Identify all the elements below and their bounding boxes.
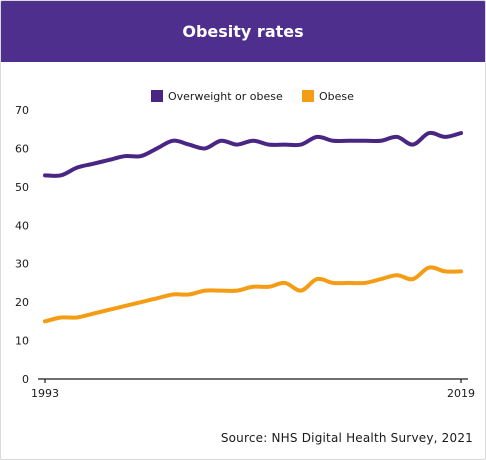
legend: Overweight or obese Obese bbox=[151, 90, 354, 103]
series-lines bbox=[43, 130, 463, 324]
source-note: Source: NHS Digital Health Survey, 2021 bbox=[220, 431, 473, 445]
y-tick-label: 30 bbox=[15, 258, 29, 271]
y-tick-label: 50 bbox=[15, 181, 29, 194]
legend-swatch bbox=[302, 90, 314, 102]
legend-label: Obese bbox=[319, 90, 354, 103]
y-tick-label: 70 bbox=[15, 104, 29, 117]
legend-label: Overweight or obese bbox=[168, 90, 283, 103]
y-tick-label: 40 bbox=[15, 219, 29, 232]
x-tick-label: 2019 bbox=[447, 387, 475, 400]
y-tick-label: 10 bbox=[15, 335, 29, 348]
y-tick-label: 60 bbox=[15, 142, 29, 155]
y-tick-label: 20 bbox=[15, 296, 29, 309]
legend-swatch bbox=[151, 90, 163, 102]
y-tick-label: 0 bbox=[22, 373, 29, 386]
title-banner: Obesity rates bbox=[1, 1, 485, 62]
chart-title: Obesity rates bbox=[182, 22, 304, 41]
x-axis-ticks: 1993 2019 bbox=[31, 379, 475, 400]
x-tick-label: 1993 bbox=[31, 387, 59, 400]
series-line-obese bbox=[43, 265, 463, 324]
y-axis-ticks: 0 10 20 30 40 50 60 70 bbox=[15, 104, 29, 386]
series-line-overweight-or-obese bbox=[43, 130, 463, 178]
